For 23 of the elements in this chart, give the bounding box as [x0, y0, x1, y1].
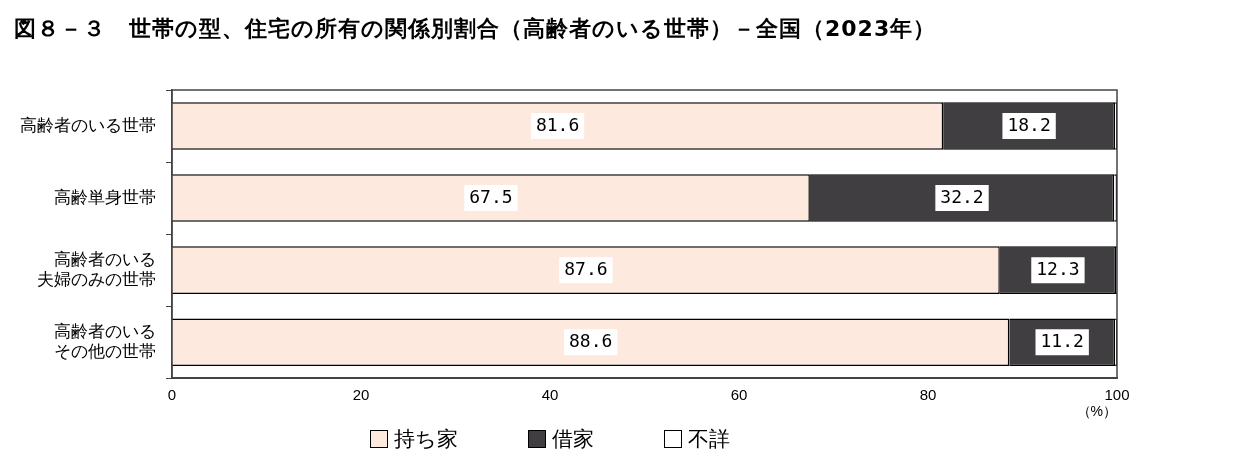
data-label: 11.2	[1040, 329, 1084, 351]
x-tick-label: 60	[730, 386, 748, 404]
x-tick-label: 0	[167, 386, 177, 404]
y-tick-label: 高齢者のいる世帯	[20, 115, 156, 135]
data-label: 81.6	[535, 113, 580, 135]
x-axis-title: （%）	[1076, 403, 1117, 420]
x-tick-label: 40	[541, 386, 559, 404]
text: 持ち家	[394, 426, 458, 453]
legend-label: 不詳	[688, 426, 730, 453]
x-tick-label: 100	[1104, 386, 1130, 404]
y-tick-label: 高齢単身世帯	[54, 187, 156, 207]
data-label: 18.2	[1007, 113, 1051, 135]
data-label: 32.2	[940, 185, 984, 207]
x-tick-label: 20	[352, 386, 370, 404]
legend-label: 借家	[552, 426, 594, 453]
data-label: 67.5	[469, 185, 513, 207]
data-label: 88.6	[568, 329, 613, 351]
data-label: 87.6	[564, 257, 608, 279]
chart-title: 図８－３ 世帯の型、住宅の所有の関係別割合（高齢者のいる世帯）－全国（2023年）	[13, 15, 938, 43]
y-tick-label: 高齢者のいる夫婦のみの世帯	[37, 249, 156, 290]
y-tick-label: 高齢者のいるその他の世帯	[54, 321, 156, 362]
x-tick-label: 80	[919, 386, 937, 404]
data-label: 12.3	[1036, 257, 1080, 279]
